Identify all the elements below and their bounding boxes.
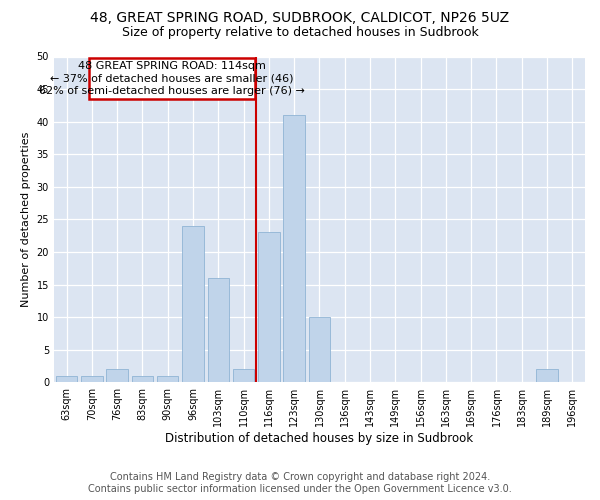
Text: 48, GREAT SPRING ROAD, SUDBROOK, CALDICOT, NP26 5UZ: 48, GREAT SPRING ROAD, SUDBROOK, CALDICO… <box>91 12 509 26</box>
Text: 48 GREAT SPRING ROAD: 114sqm: 48 GREAT SPRING ROAD: 114sqm <box>78 61 266 71</box>
Bar <box>283 115 305 382</box>
Bar <box>208 278 229 382</box>
FancyBboxPatch shape <box>89 58 255 99</box>
Text: ← 37% of detached houses are smaller (46): ← 37% of detached houses are smaller (46… <box>50 74 294 84</box>
Text: Size of property relative to detached houses in Sudbrook: Size of property relative to detached ho… <box>122 26 478 39</box>
Bar <box>157 376 178 382</box>
Bar <box>233 370 254 382</box>
Bar <box>106 370 128 382</box>
X-axis label: Distribution of detached houses by size in Sudbrook: Distribution of detached houses by size … <box>166 432 473 445</box>
Bar <box>309 317 330 382</box>
Y-axis label: Number of detached properties: Number of detached properties <box>21 132 31 307</box>
Bar <box>131 376 153 382</box>
Bar <box>258 232 280 382</box>
Text: Contains HM Land Registry data © Crown copyright and database right 2024.
Contai: Contains HM Land Registry data © Crown c… <box>88 472 512 494</box>
Bar <box>182 226 204 382</box>
Bar <box>536 370 558 382</box>
Bar <box>56 376 77 382</box>
Text: 62% of semi-detached houses are larger (76) →: 62% of semi-detached houses are larger (… <box>39 86 305 96</box>
Bar <box>81 376 103 382</box>
